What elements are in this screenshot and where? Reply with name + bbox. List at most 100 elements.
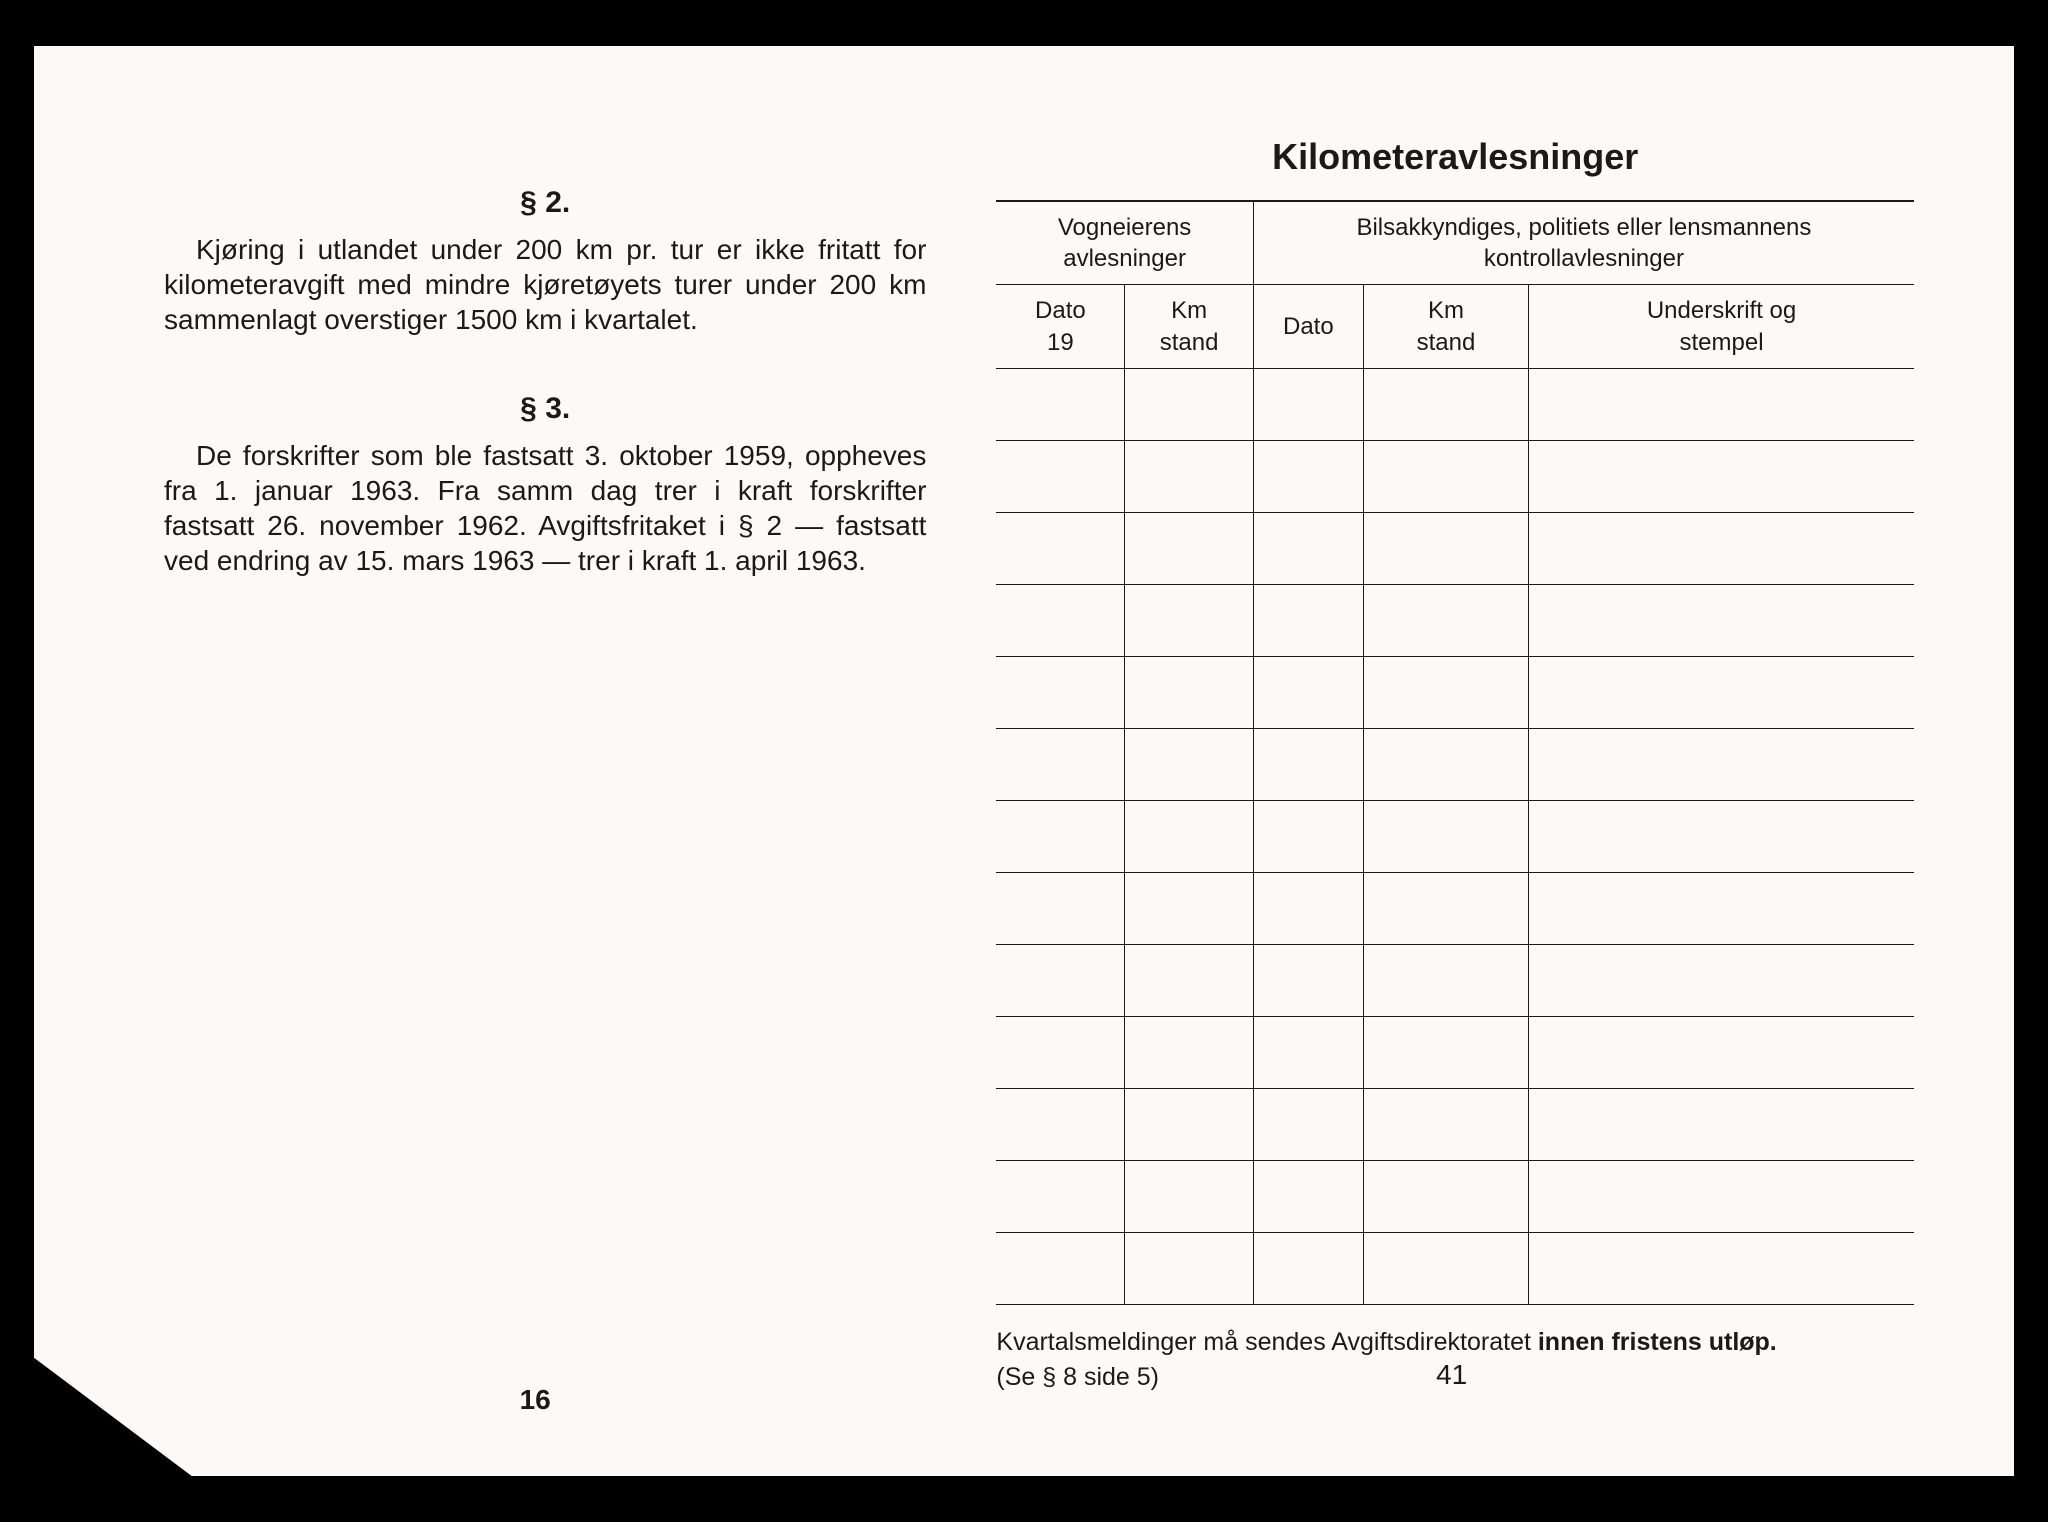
table-cell xyxy=(1253,512,1363,584)
table-cell xyxy=(1253,872,1363,944)
table-cell xyxy=(1125,368,1253,440)
table-cell xyxy=(996,1232,1124,1304)
table-cell xyxy=(996,872,1124,944)
table-cell xyxy=(1253,1160,1363,1232)
table-cell xyxy=(1253,728,1363,800)
table-group-header-row: Vogneierens avlesninger Bilsakkyndiges, … xyxy=(996,201,1914,285)
table-cell xyxy=(996,728,1124,800)
header-dato-1-label: Dato xyxy=(1035,297,1086,324)
table-cell xyxy=(1363,368,1528,440)
table-cell xyxy=(1253,1088,1363,1160)
table-cell xyxy=(996,512,1124,584)
table-row xyxy=(996,872,1914,944)
table-row xyxy=(996,584,1914,656)
table-cell xyxy=(1125,1016,1253,1088)
table-cell xyxy=(1529,1016,1914,1088)
table-cell xyxy=(1125,1160,1253,1232)
header-km-1: Km stand xyxy=(1125,285,1253,368)
table-cell xyxy=(1253,656,1363,728)
table-sub-header-row: Dato 19 Km stand Dato Km stand Underskri… xyxy=(996,285,1914,368)
table-body xyxy=(996,368,1914,1304)
table-cell xyxy=(1529,440,1914,512)
table-cell xyxy=(1529,1160,1914,1232)
header-signature: Underskrift og stempel xyxy=(1529,285,1914,368)
owner-readings-header: Vogneierens avlesninger xyxy=(996,201,1253,285)
header-dato-1: Dato 19 xyxy=(996,285,1124,368)
table-cell xyxy=(996,944,1124,1016)
header-km-2-label: Km xyxy=(1428,297,1464,324)
table-cell xyxy=(996,1088,1124,1160)
table-cell xyxy=(1363,584,1528,656)
table-row xyxy=(996,512,1914,584)
table-cell xyxy=(1125,656,1253,728)
table-row xyxy=(996,656,1914,728)
table-cell xyxy=(1125,512,1253,584)
table-cell xyxy=(1253,800,1363,872)
table-cell xyxy=(1529,656,1914,728)
table-cell xyxy=(1253,584,1363,656)
table-cell xyxy=(1529,944,1914,1016)
table-cell xyxy=(1125,440,1253,512)
right-column: Kilometeravlesninger Vogneierens avlesni… xyxy=(986,106,1964,1436)
table-cell xyxy=(1363,1232,1528,1304)
section-2-text: Kjøring i utlandet under 200 km pr. tur … xyxy=(164,232,926,337)
section-3-heading: § 3. xyxy=(164,392,926,426)
footer-line-1b: innen fristens utløp. xyxy=(1538,1328,1777,1356)
table-cell xyxy=(1253,1016,1363,1088)
table-cell xyxy=(1125,1232,1253,1304)
footer-line-1a: Kvartalsmeldinger må sendes Avgiftsdirek… xyxy=(996,1328,1537,1356)
table-cell xyxy=(1125,944,1253,1016)
header-dato-1-year: 19 xyxy=(1047,329,1074,356)
table-row xyxy=(996,368,1914,440)
table-cell xyxy=(1529,800,1914,872)
table-cell xyxy=(1363,1016,1528,1088)
table-cell xyxy=(1529,1088,1914,1160)
table-cell xyxy=(1363,800,1528,872)
table-row xyxy=(996,1088,1914,1160)
table-row xyxy=(996,440,1914,512)
table-row xyxy=(996,728,1914,800)
table-cell xyxy=(1125,728,1253,800)
control-readings-header: Bilsakkyndiges, politiets eller lensmann… xyxy=(1253,201,1914,285)
table-cell xyxy=(1363,512,1528,584)
table-cell xyxy=(996,800,1124,872)
table-cell xyxy=(1363,656,1528,728)
table-cell xyxy=(1529,1232,1914,1304)
table-cell xyxy=(1125,872,1253,944)
table-cell xyxy=(1363,440,1528,512)
table-row xyxy=(996,944,1914,1016)
header-km-1-sub: stand xyxy=(1160,329,1219,356)
table-cell xyxy=(1125,800,1253,872)
table-row xyxy=(996,1016,1914,1088)
table-cell xyxy=(1253,368,1363,440)
table-cell xyxy=(1363,944,1528,1016)
page-number-left: 16 xyxy=(520,1384,551,1416)
table-cell xyxy=(1363,872,1528,944)
table-cell xyxy=(996,368,1124,440)
table-row xyxy=(996,1160,1914,1232)
table-cell xyxy=(1253,440,1363,512)
table-cell xyxy=(1363,1160,1528,1232)
table-cell xyxy=(1529,872,1914,944)
header-km-2: Km stand xyxy=(1363,285,1528,368)
left-column: § 2. Kjøring i utlandet under 200 km pr.… xyxy=(84,106,986,1436)
table-cell xyxy=(1529,368,1914,440)
table-cell xyxy=(996,656,1124,728)
header-km-2-sub: stand xyxy=(1417,329,1476,356)
section-3-text: De forskrifter som ble fastsatt 3. oktob… xyxy=(164,438,926,578)
document-page: § 2. Kjøring i utlandet under 200 km pr.… xyxy=(34,46,2014,1476)
page-number-right: 41 xyxy=(1436,1359,1467,1391)
table-cell xyxy=(996,584,1124,656)
header-km-1-label: Km xyxy=(1171,297,1207,324)
table-row xyxy=(996,1232,1914,1304)
table-cell xyxy=(1529,512,1914,584)
table-cell xyxy=(1253,944,1363,1016)
header-signature-sub: stempel xyxy=(1680,329,1764,356)
table-cell xyxy=(996,1160,1124,1232)
header-signature-label: Underskrift og xyxy=(1647,297,1796,324)
table-cell xyxy=(1125,1088,1253,1160)
table-title: Kilometeravlesninger xyxy=(996,136,1914,178)
header-dato-2: Dato xyxy=(1253,285,1363,368)
table-cell xyxy=(996,440,1124,512)
table-cell xyxy=(996,1016,1124,1088)
